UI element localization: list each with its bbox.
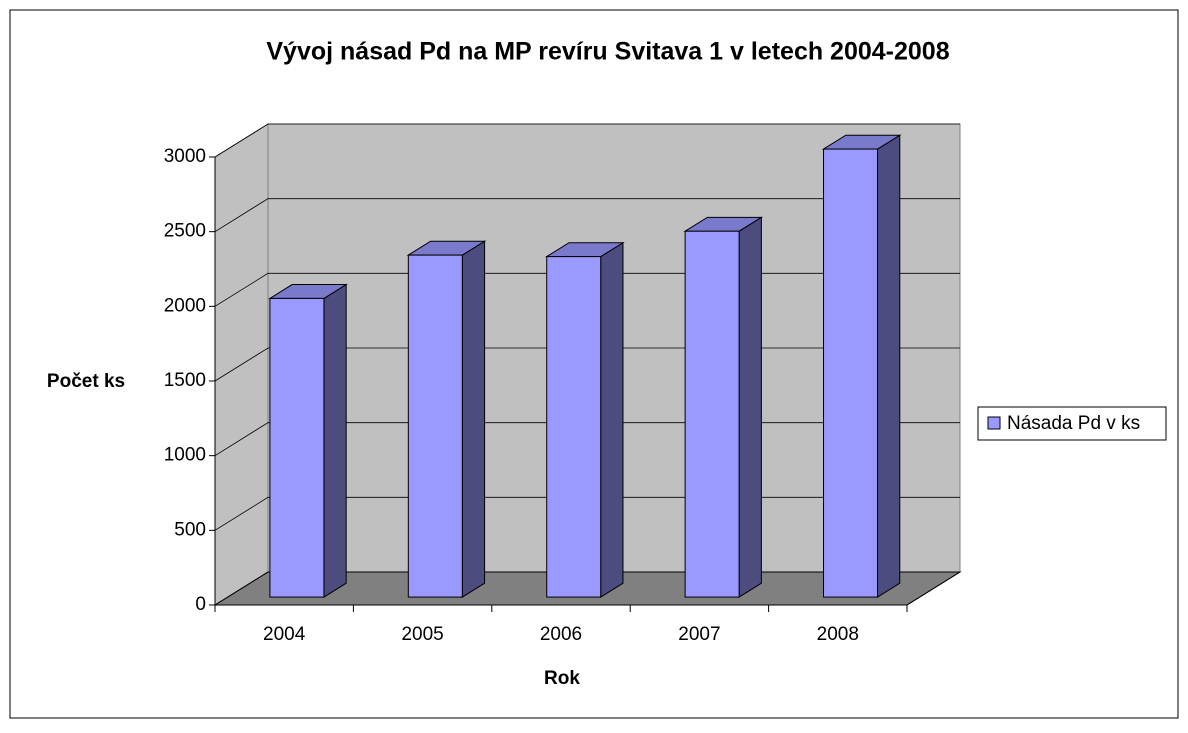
x-tick-label: 2006 (540, 624, 582, 645)
y-tick-label: 2500 (164, 221, 206, 242)
y-tick-label: 3000 (164, 146, 206, 167)
bar (823, 148, 879, 598)
bar (269, 297, 325, 598)
grid-line (214, 198, 960, 233)
bar-side (323, 283, 347, 598)
bar-side (738, 216, 762, 598)
floor-edge (906, 571, 961, 606)
bar-side (600, 241, 624, 598)
x-tick-label: 2004 (263, 624, 306, 645)
legend-box (977, 406, 1167, 441)
bar (546, 256, 602, 598)
y-axis-title: Počet ks (47, 371, 125, 392)
y-tick-label: 1500 (164, 370, 206, 391)
chart-title: Vývoj násad Pd na MP revíru Svitava 1 v … (266, 38, 949, 66)
bar (684, 230, 740, 598)
legend-label: Násada Pd v ks (1007, 413, 1140, 434)
y-tick-label: 1000 (164, 445, 206, 466)
x-tick-label: 2007 (678, 624, 720, 645)
x-tick-label: 2005 (401, 624, 443, 645)
y-tick-label: 500 (174, 519, 206, 540)
x-tick-label: 2008 (817, 624, 859, 645)
bar (407, 254, 463, 598)
y-tick-label: 0 (195, 594, 206, 615)
bar-side (461, 240, 486, 598)
bar-side (877, 134, 901, 598)
x-axis-title: Rok (544, 668, 580, 689)
grid-line (214, 123, 960, 158)
legend-swatch (987, 416, 1001, 430)
y-tick-label: 2000 (164, 295, 206, 316)
